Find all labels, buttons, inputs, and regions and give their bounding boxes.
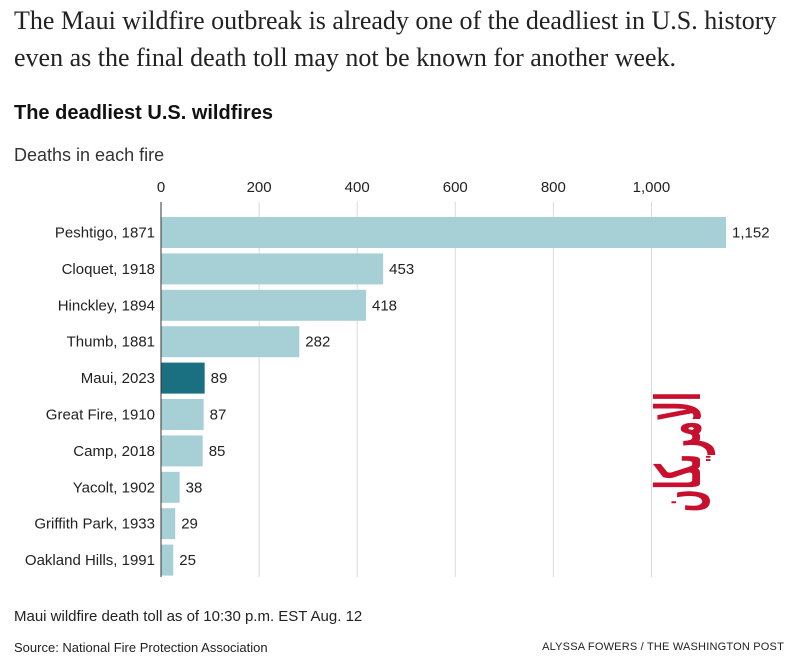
bar [161,362,205,394]
chart-title: The deadliest U.S. wildfires [14,102,273,124]
category-label: Hinckley, 1894 [58,297,155,314]
bar [161,253,384,285]
value-label: 25 [179,552,196,569]
category-label: Peshtigo, 1871 [55,225,155,242]
x-tick-label: 600 [443,179,468,196]
chart-source: Source: National Fire Protection Associa… [14,640,268,655]
bar [161,399,204,430]
category-label: Thumb, 1881 [67,334,155,351]
category-label: Great Fire, 1910 [46,407,155,424]
value-label: 29 [181,516,198,533]
category-label: Cloquet, 1918 [62,261,155,278]
x-tick-label: 400 [345,179,370,196]
value-label: 453 [389,261,414,278]
bar [161,508,176,540]
category-label: Camp, 2018 [73,443,155,460]
bar [161,217,726,248]
x-tick-label: 1,000 [633,179,671,196]
watermark-logo: الامريكان [598,392,758,517]
category-label: Griffith Park, 1933 [34,516,155,533]
value-label: 87 [210,407,227,424]
chart-credit: ALYSSA FOWERS / THE WASHINGTON POST [542,641,784,653]
bar [161,471,180,503]
value-label: 38 [186,479,203,496]
category-label: Yacolt, 1902 [73,479,155,496]
chart-note: Maui wildfire death toll as of 10:30 p.m… [14,608,363,625]
bar-chart: 0 200 400 600 800 1,000 Peshtigo, 1871 1,152 Clo… [25,179,770,577]
chart-subtitle: Deaths in each fire [14,145,165,165]
intro-text: The Maui wildfire outbreak is already on… [14,6,777,72]
x-tick-label: 200 [247,179,272,196]
watermark-text: الامريكان [642,392,715,512]
x-tick-label: 800 [541,179,566,196]
bar [161,289,367,321]
bar [161,435,203,467]
x-tick-label: 0 [157,179,165,196]
value-label: 85 [209,443,226,460]
category-label: Maui, 2023 [81,370,155,387]
bar [161,326,300,358]
value-label: 89 [211,370,228,387]
value-label: 418 [372,297,397,314]
value-label: 282 [305,334,330,351]
category-label: Oakland Hills, 1991 [25,552,155,569]
bar [161,544,174,576]
value-label: 1,152 [732,225,770,242]
